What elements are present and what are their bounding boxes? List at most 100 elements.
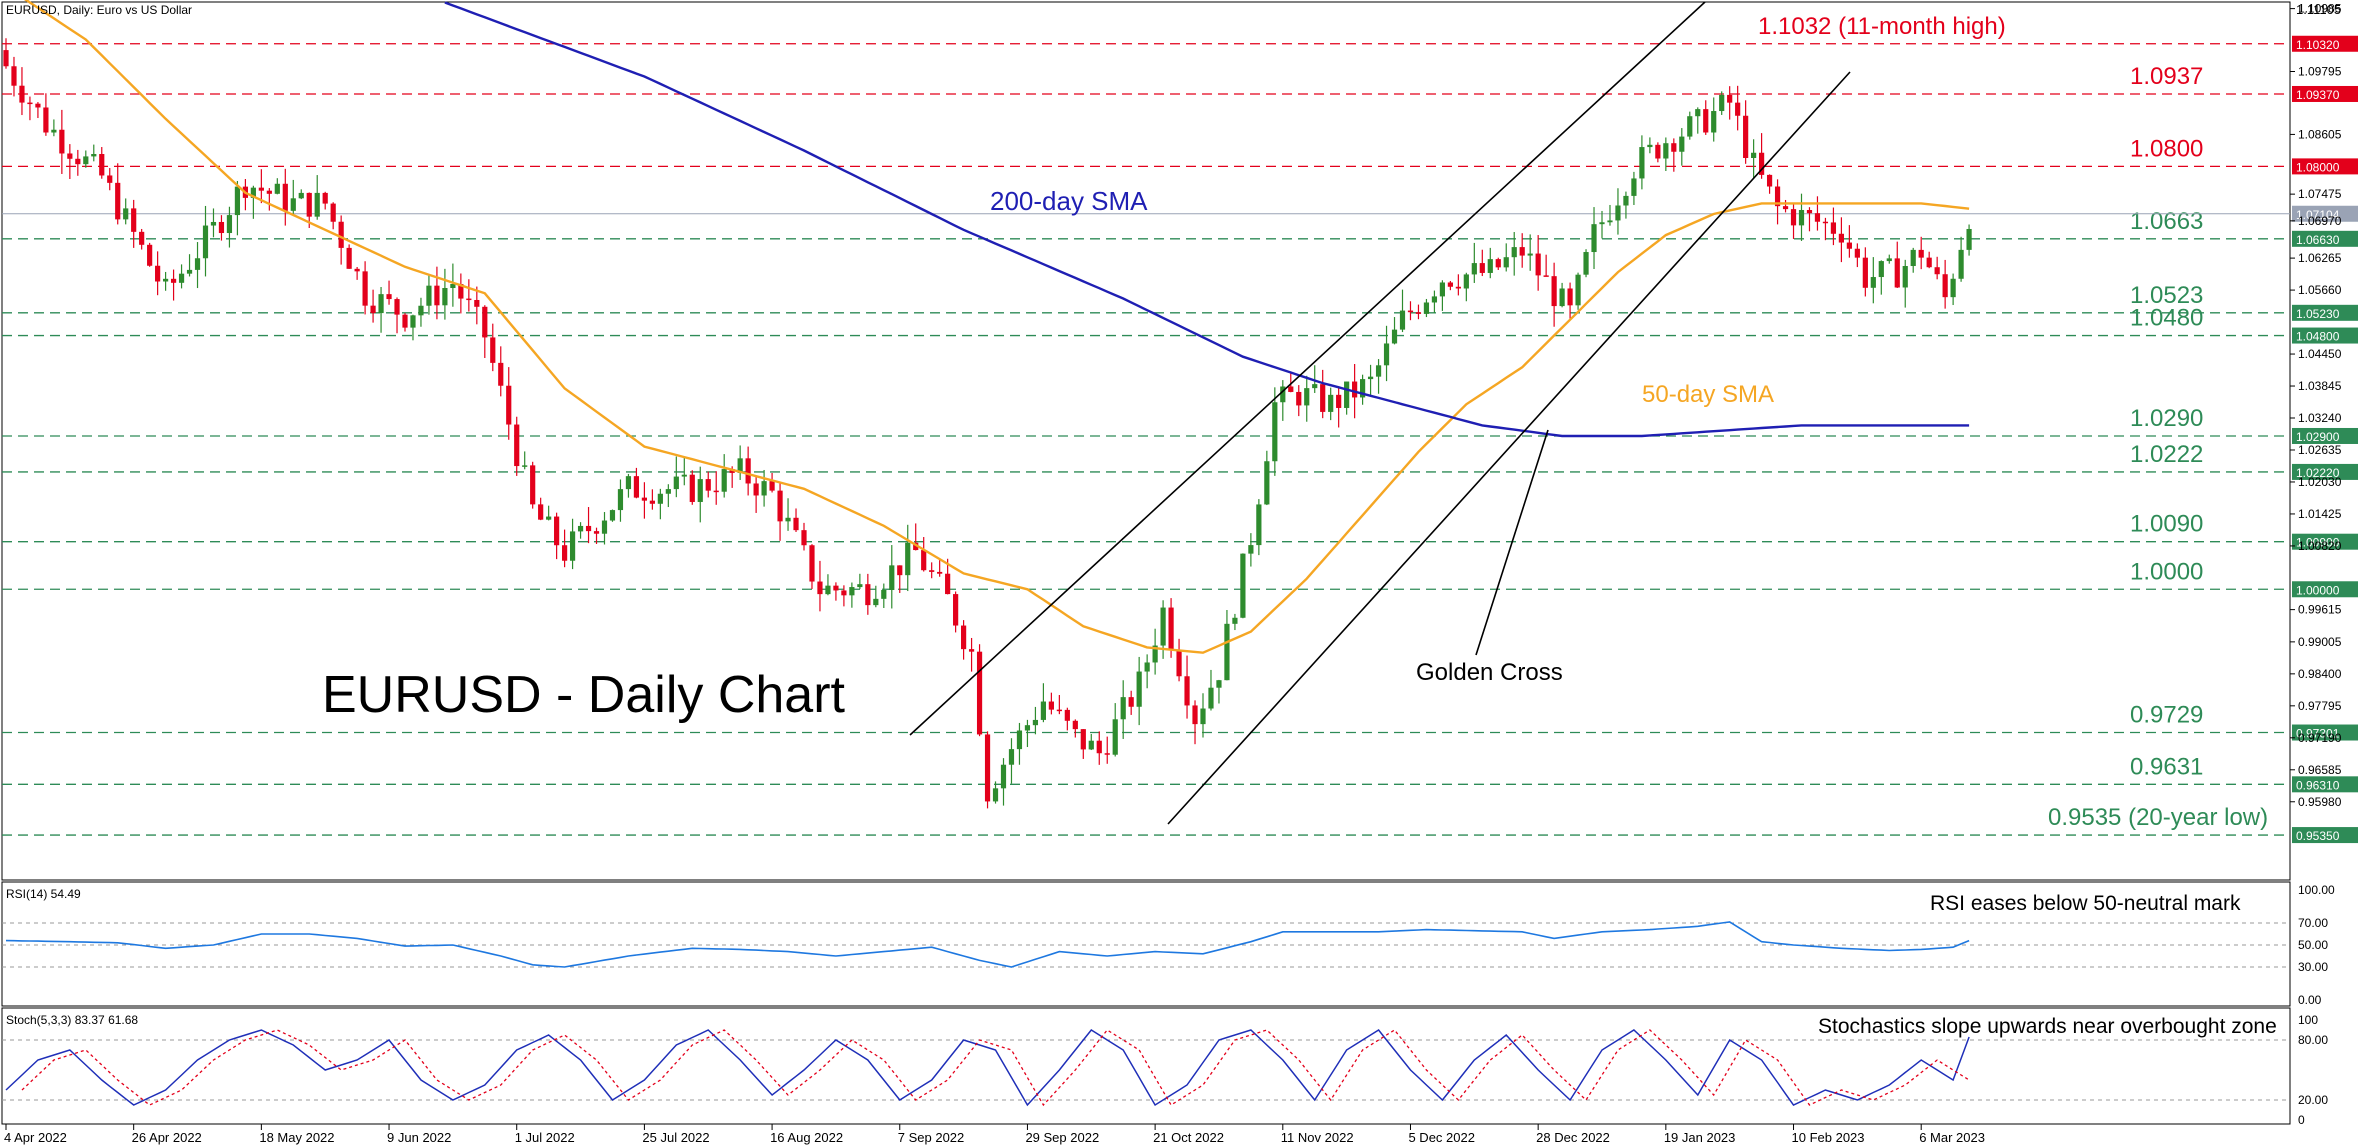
x-tick-label: 11 Nov 2022 bbox=[1281, 1130, 1354, 1145]
candle-bull bbox=[1383, 343, 1390, 366]
candle-bull bbox=[1144, 662, 1150, 672]
candle-bull bbox=[1000, 764, 1007, 789]
level-label: 1.0480 bbox=[2130, 305, 2203, 332]
candle-bear bbox=[1519, 247, 1525, 256]
candle-bear bbox=[554, 516, 560, 546]
level-label: 0.9535 (20-year low) bbox=[2048, 804, 2268, 831]
candle-bull bbox=[1304, 388, 1310, 406]
candle-bear bbox=[705, 479, 711, 491]
sma200-label: 200-day SMA bbox=[990, 186, 1148, 216]
candle-bear bbox=[961, 625, 967, 650]
candle-bear bbox=[769, 481, 775, 491]
candle-bull bbox=[1599, 222, 1605, 225]
candle-bear bbox=[1080, 729, 1086, 750]
candle-bear bbox=[1447, 282, 1453, 287]
stoch-tick-label: 80.00 bbox=[2298, 1033, 2328, 1047]
candle-bear bbox=[1822, 221, 1829, 224]
candle-bear bbox=[833, 585, 839, 591]
candle-bear bbox=[322, 192, 328, 204]
level-tag: 0.95350 bbox=[2296, 829, 2340, 843]
candle-bear bbox=[585, 525, 592, 532]
level-label: 1.0222 bbox=[2130, 441, 2203, 468]
candle-bear bbox=[434, 285, 440, 306]
candle-bull bbox=[163, 278, 169, 282]
candle-bull bbox=[410, 315, 416, 328]
candle-bull bbox=[1248, 545, 1254, 554]
candle-bear bbox=[1671, 143, 1677, 152]
candle-bull bbox=[1902, 266, 1908, 288]
candle-bear bbox=[817, 581, 823, 595]
oscillators: 70.00 50.00 30.00 0.00 100.00 80.00 20.00 100 0 bbox=[2, 883, 2335, 1127]
channel-upper-line bbox=[909, 1, 1706, 736]
candle-bear bbox=[745, 458, 751, 484]
candle-bear bbox=[897, 565, 903, 576]
candle-bull bbox=[1272, 402, 1278, 462]
y-tick-label: 1.10985 bbox=[2298, 2, 2342, 16]
level-label: 1.0663 bbox=[2130, 208, 2203, 235]
candle-bull bbox=[1751, 152, 1757, 158]
y-tick-label: 1.06970 bbox=[2298, 214, 2342, 228]
candle-bull bbox=[1312, 384, 1318, 389]
candle-bear bbox=[1830, 222, 1837, 234]
candle-bear bbox=[115, 182, 121, 220]
candle-bear bbox=[1894, 258, 1900, 288]
candle-bull bbox=[601, 520, 608, 534]
x-tick-label: 26 Apr 2022 bbox=[132, 1130, 202, 1145]
candle-bull bbox=[546, 516, 552, 520]
candle-bear bbox=[498, 362, 504, 386]
level-tag: 1.08000 bbox=[2296, 160, 2340, 174]
level-label: 1.0290 bbox=[2130, 405, 2203, 432]
candle-bear bbox=[1766, 174, 1773, 187]
candle-bull bbox=[1559, 288, 1565, 307]
candle-bull bbox=[1615, 205, 1621, 221]
candle-bear bbox=[43, 107, 49, 133]
candle-bear bbox=[139, 231, 145, 245]
candle-bull bbox=[721, 469, 727, 492]
rsi-tick-label: 30.00 bbox=[2298, 960, 2328, 974]
x-tick-label: 18 May 2022 bbox=[259, 1130, 334, 1145]
level-tag: 1.02900 bbox=[2296, 430, 2340, 444]
candle-bear bbox=[1854, 248, 1860, 258]
x-tick-label: 29 Sep 2022 bbox=[1025, 1130, 1099, 1145]
x-tick-label: 9 Jun 2022 bbox=[387, 1130, 451, 1145]
candle-bull bbox=[186, 269, 193, 274]
candle-bear bbox=[67, 153, 73, 159]
candle-bear bbox=[1296, 391, 1302, 406]
candle-bull bbox=[1511, 247, 1517, 258]
current-price-tag-box bbox=[2292, 205, 2358, 222]
golden-cross-label: Golden Cross bbox=[1416, 659, 1563, 686]
candle-bull bbox=[1527, 253, 1533, 256]
candle-bear bbox=[330, 203, 336, 222]
x-tick-label: 7 Sep 2022 bbox=[898, 1130, 965, 1145]
candle-bear bbox=[482, 306, 488, 338]
candle-bull bbox=[1040, 701, 1046, 720]
candle-bear bbox=[19, 85, 25, 103]
candle-bear bbox=[1942, 274, 1948, 298]
candle-bear bbox=[1790, 209, 1797, 226]
candle-bull bbox=[1575, 274, 1581, 306]
y-tick-label: 1.03240 bbox=[2298, 411, 2342, 425]
candle-bear bbox=[458, 284, 464, 299]
candle-bull bbox=[1663, 143, 1669, 159]
candle-bear bbox=[1838, 233, 1844, 243]
candle-bear bbox=[562, 545, 568, 561]
rsi-header: RSI(14) 54.49 bbox=[6, 887, 81, 901]
y-tick-label: 0.95980 bbox=[2298, 795, 2342, 809]
channel-lower-line bbox=[1167, 71, 1851, 825]
candles bbox=[3, 38, 1972, 809]
candle-bear bbox=[1535, 253, 1541, 276]
level-tag-box bbox=[2292, 776, 2358, 793]
candle-bear bbox=[713, 490, 719, 493]
y-tick-label: 1.00820 bbox=[2298, 539, 2342, 553]
y-tick-label: 1.02030 bbox=[2298, 475, 2342, 489]
candle-bull bbox=[1910, 249, 1916, 267]
candle-bear bbox=[282, 183, 288, 211]
candle-bear bbox=[865, 584, 871, 606]
level-tag-box bbox=[2292, 463, 2358, 480]
candle-bear bbox=[394, 299, 400, 315]
candle-bull bbox=[1687, 116, 1693, 137]
candle-bull bbox=[1208, 687, 1214, 709]
main-panel-frame bbox=[1, 1, 2291, 881]
candle-bull bbox=[1487, 259, 1493, 273]
candle-bear bbox=[593, 531, 600, 534]
